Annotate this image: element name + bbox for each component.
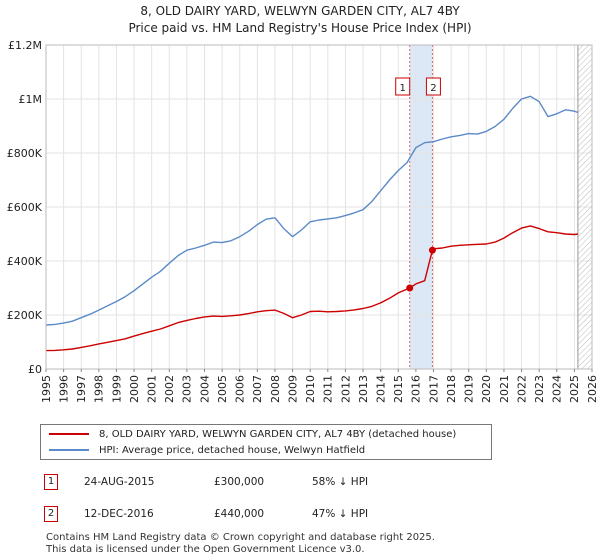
x-tick-label: 2001 (146, 375, 159, 403)
x-tick-label: 2019 (463, 375, 476, 403)
transaction-point (428, 246, 436, 254)
x-tick-label: 1997 (75, 375, 88, 403)
x-tick-label: 2010 (304, 375, 317, 403)
chart-legend: 8, OLD DAIRY YARD, WELWYN GARDEN CITY, A… (40, 424, 492, 460)
x-tick-label: 2011 (322, 375, 335, 403)
transaction-price: £300,000 (214, 476, 265, 488)
transaction-price: £440,000 (214, 508, 265, 520)
y-tick-label: £0 (28, 363, 42, 376)
x-tick-label: 2018 (445, 375, 458, 403)
price-chart: 1 2 £0 £200K £400K £600K £800K £1M £1.2M 1995 1996… (7, 39, 599, 403)
transaction-hpi-diff: 47% ↓ HPI (312, 508, 369, 520)
transaction-box-label: 1 (400, 83, 406, 94)
footer-licence: This data is licensed under the Open Gov… (46, 544, 365, 555)
y-tick-label: £1M (19, 93, 43, 106)
legend-item-hpi: HPI: Average price, detached house, Welw… (49, 445, 365, 456)
x-tick-label: 1995 (40, 375, 53, 403)
transaction-row-1: 1 24-AUG-2015 £300,000 58% ↓ HPI (40, 474, 440, 492)
y-tick-label: £400K (7, 255, 43, 268)
x-tick-label: 2009 (286, 375, 299, 403)
x-tick-label: 2003 (181, 375, 194, 403)
series-line-hpi (45, 95, 579, 326)
x-tick-label: 2008 (269, 375, 282, 403)
x-tick-label: 2004 (198, 375, 211, 403)
series-line-property (45, 225, 578, 352)
x-tick-label: 2022 (515, 375, 528, 403)
x-tick-label: 2007 (251, 375, 264, 403)
plot-border (45, 44, 593, 370)
x-tick-label: 2000 (128, 375, 141, 403)
x-tick-label: 2021 (498, 375, 511, 403)
legend-swatch-property (49, 433, 89, 435)
x-tick-label: 2020 (480, 375, 493, 403)
transaction-point (406, 284, 414, 292)
chart-subtitle: Price paid vs. HM Land Registry's House … (128, 21, 472, 35)
x-tick-label: 2002 (163, 375, 176, 403)
x-tick-label: 2006 (234, 375, 247, 403)
x-tick-label: 1996 (57, 375, 70, 403)
transaction-box (395, 77, 411, 96)
chart-title: 8, OLD DAIRY YARD, WELWYN GARDEN CITY, A… (140, 4, 460, 18)
forecast-region (577, 45, 592, 369)
legend-label-hpi: HPI: Average price, detached house, Welw… (99, 445, 366, 456)
x-tick-label: 2005 (216, 375, 229, 403)
transaction-date: 12-DEC-2016 (84, 508, 154, 520)
transaction-date: 24-AUG-2015 (84, 476, 155, 488)
y-tick-label: £600K (7, 201, 43, 214)
y-tick-label: £200K (7, 309, 43, 322)
x-tick-label: 1999 (110, 375, 123, 403)
y-tick-label: £1.2M (8, 39, 42, 52)
y-tick-label: £800K (7, 147, 43, 160)
transaction-marker-label: 1 (44, 474, 58, 490)
x-tick-label: 2023 (533, 375, 546, 403)
transaction-hpi-diff: 58% ↓ HPI (312, 476, 369, 488)
x-tick-label: 2017 (427, 375, 440, 403)
x-tick-label: 2013 (357, 375, 370, 403)
x-tick-label: 2024 (551, 375, 564, 403)
transaction-box-label: 2 (430, 83, 436, 94)
legend-label-property: 8, OLD DAIRY YARD, WELWYN GARDEN CITY, A… (99, 429, 457, 440)
transaction-box (425, 77, 441, 96)
legend-item-property: 8, OLD DAIRY YARD, WELWYN GARDEN CITY, A… (49, 429, 456, 440)
x-tick-label: 2025 (568, 375, 581, 403)
transaction-marker-label: 2 (44, 506, 58, 522)
footer-copyright: Contains HM Land Registry data © Crown c… (46, 532, 435, 543)
x-tick-label: 2016 (410, 375, 423, 403)
x-tick-label: 2012 (339, 375, 352, 403)
x-tick-label: 2015 (392, 375, 405, 403)
transaction-row-2: 2 12-DEC-2016 £440,000 47% ↓ HPI (40, 506, 440, 524)
x-tick-label: 2026 (586, 375, 599, 403)
x-tick-label: 2014 (374, 375, 387, 403)
x-tick-label: 1998 (93, 375, 106, 403)
legend-swatch-hpi (49, 449, 89, 451)
